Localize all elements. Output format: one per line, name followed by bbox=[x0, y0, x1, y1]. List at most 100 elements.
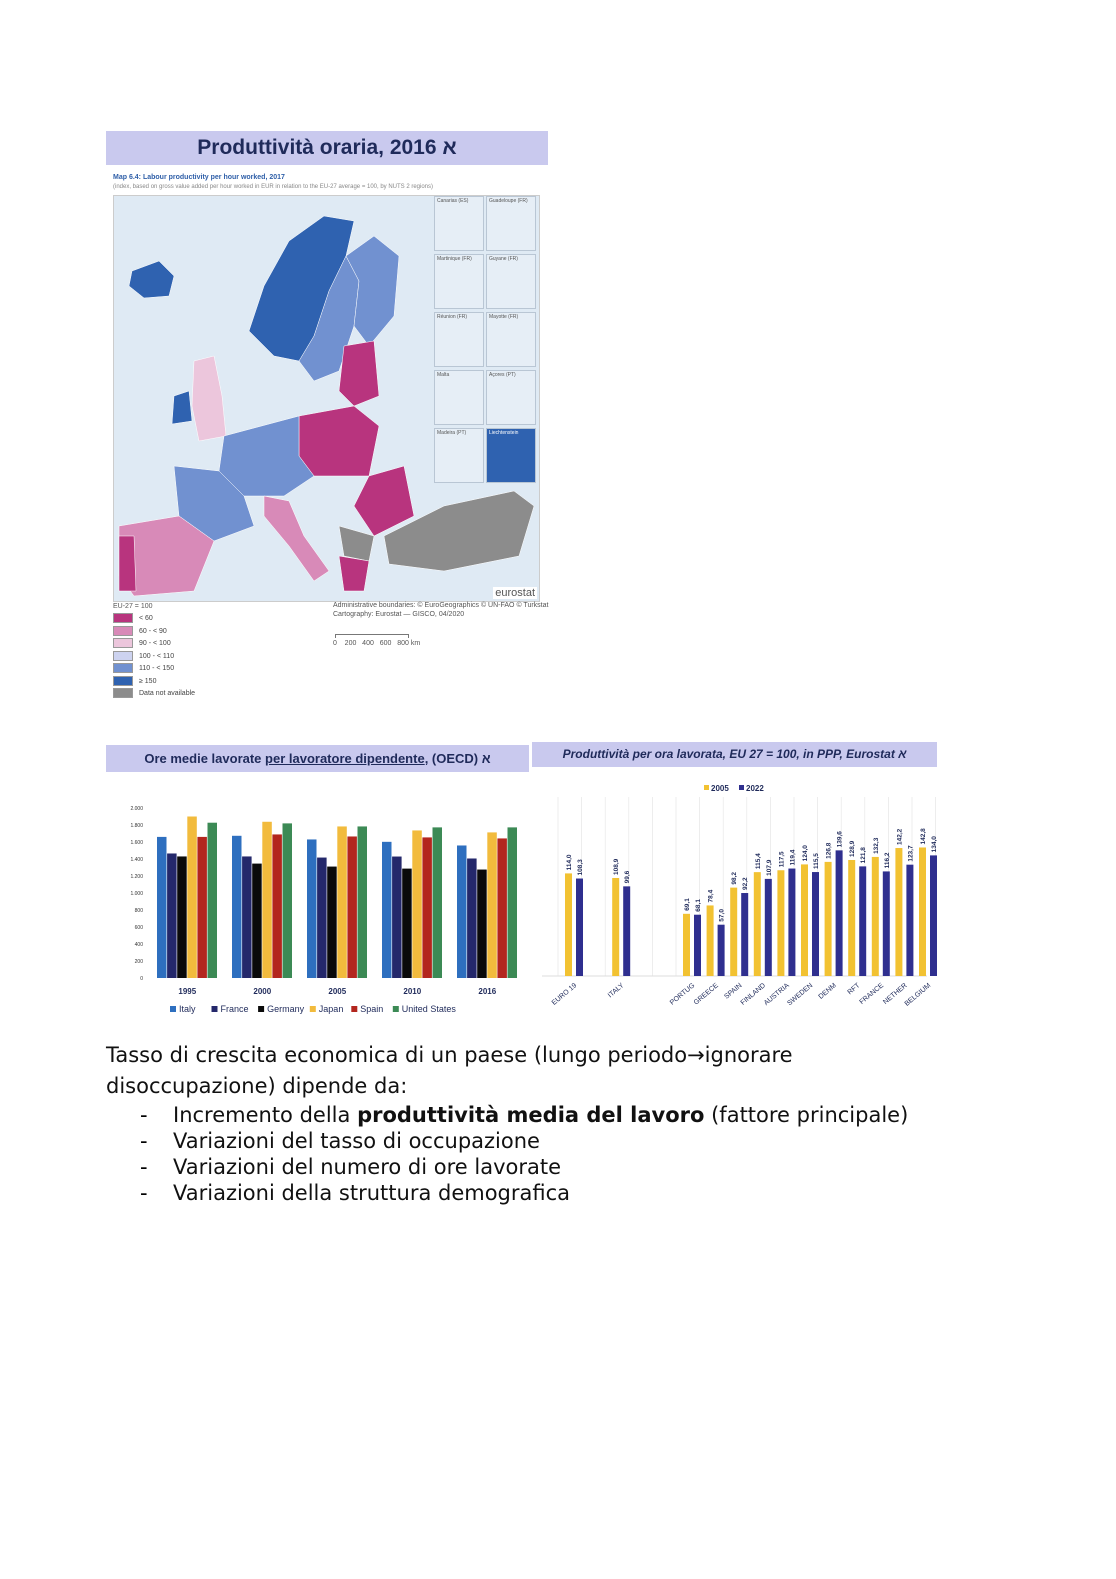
legend-swatch bbox=[351, 1006, 358, 1012]
bar-japan-2000 bbox=[262, 821, 272, 978]
bar-2005-greece bbox=[706, 905, 714, 976]
legend-label: 2005 bbox=[711, 784, 729, 793]
map-caption: Map 6.4: Labour productivity per hour wo… bbox=[113, 174, 285, 181]
legend-swatch bbox=[113, 688, 133, 698]
bullet-marker: - bbox=[140, 1103, 148, 1127]
legend-label: France bbox=[221, 1004, 249, 1014]
legend-label: 60 - < 90 bbox=[139, 627, 167, 635]
scale-bar bbox=[335, 634, 409, 638]
legend-label: United States bbox=[402, 1004, 457, 1014]
map-credits: Cartography: Eurostat — GISCO, 04/2020 bbox=[333, 611, 465, 618]
data-label: 142,8 bbox=[920, 828, 927, 845]
bullet-marker: - bbox=[140, 1129, 148, 1153]
chart2-title: Produttività per ora lavorata, EU 27 = 1… bbox=[532, 742, 937, 767]
data-label: 132,3 bbox=[873, 837, 880, 854]
inset-map: Guadeloupe (FR) bbox=[486, 196, 536, 251]
bar-germany-2016 bbox=[477, 869, 487, 978]
bar-2022-italy bbox=[623, 886, 631, 976]
inset-map: Guyane (FR) bbox=[486, 254, 536, 309]
data-label: 121,8 bbox=[860, 847, 867, 864]
x-tick-label: EURO 19 bbox=[551, 982, 579, 1007]
legend-item: 60 - < 90 bbox=[113, 625, 167, 636]
bar-france-2005 bbox=[317, 857, 327, 978]
bar-united-states-2016 bbox=[507, 827, 517, 978]
data-label: 119,4 bbox=[789, 849, 796, 865]
europe-map: Canarias (ES) Guadeloupe (FR) Martinique… bbox=[113, 195, 540, 602]
bar-2005-euro-19 bbox=[565, 873, 572, 976]
x-tick-label: 1995 bbox=[178, 987, 196, 996]
data-label: 116,2 bbox=[884, 852, 891, 868]
inset-map: Liechtenstein bbox=[486, 428, 536, 483]
bar-2022-spain bbox=[741, 893, 749, 976]
legend-swatch bbox=[113, 613, 133, 623]
bullet-item: Incremento della produttività media del … bbox=[173, 1103, 908, 1127]
bullet-item: Variazioni della struttura demografica bbox=[173, 1181, 570, 1205]
x-tick-label: PORTUG bbox=[669, 982, 696, 1007]
legend-swatch bbox=[704, 785, 709, 790]
legend-swatch bbox=[113, 650, 133, 661]
bar-2022-rft bbox=[859, 866, 867, 976]
inset-map: Mayotte (FR) bbox=[486, 312, 536, 367]
bar-2005-france bbox=[871, 856, 879, 976]
paragraph: Tasso di crescita economica di un paese … bbox=[106, 1043, 793, 1098]
bar-germany-2005 bbox=[327, 866, 337, 978]
chart1-title: Ore medie lavorate per lavoratore dipend… bbox=[106, 745, 529, 772]
data-label: 117,5 bbox=[778, 851, 785, 867]
data-label: 139,6 bbox=[837, 831, 844, 848]
data-label: 107,9 bbox=[766, 859, 773, 876]
bar-germany-2010 bbox=[402, 868, 412, 978]
legend-swatch bbox=[392, 1006, 399, 1012]
inset-map: Malta bbox=[434, 370, 484, 425]
bar-italy-2010 bbox=[382, 841, 392, 978]
x-tick-label: DENM bbox=[818, 982, 838, 1001]
bar-2022-austria bbox=[788, 868, 796, 976]
bullet-text: produttività media del lavoro bbox=[357, 1103, 705, 1127]
legend-item: 90 - < 100 bbox=[113, 638, 171, 648]
data-label: 57,0 bbox=[719, 909, 726, 922]
x-tick-label: SPAIN bbox=[723, 982, 743, 1001]
legend-label: < 60 bbox=[139, 614, 153, 622]
legend-swatch bbox=[113, 675, 133, 686]
data-label: 92,2 bbox=[742, 877, 749, 890]
bar-spain-2016 bbox=[497, 838, 507, 978]
legend-swatch bbox=[113, 638, 133, 648]
europe-map-drawing bbox=[118, 215, 535, 597]
bar-2022-belgium bbox=[930, 855, 937, 976]
x-tick-label: 2010 bbox=[403, 987, 421, 996]
x-tick-label: ITALY bbox=[607, 982, 626, 999]
bar-germany-1995 bbox=[177, 856, 187, 978]
data-label: 128,9 bbox=[849, 840, 856, 857]
eurostat-logo: eurostat bbox=[493, 587, 537, 599]
bar-japan-2016 bbox=[487, 832, 497, 978]
x-tick-label: SWEDEN bbox=[786, 982, 814, 1007]
data-label: 69,1 bbox=[684, 898, 691, 911]
bar-united-states-2010 bbox=[432, 827, 442, 978]
bar-2005-rft bbox=[848, 859, 856, 976]
data-label: 108,9 bbox=[613, 858, 620, 875]
x-tick-label: 2000 bbox=[253, 987, 271, 996]
bullet-text: Variazioni del numero di ore lavorate bbox=[173, 1155, 562, 1179]
legend-label: ≥ 150 bbox=[139, 677, 157, 685]
data-label: 115,5 bbox=[813, 853, 820, 869]
data-label: 115,4 bbox=[755, 853, 762, 869]
data-label: 142,2 bbox=[896, 828, 903, 845]
data-label: 134,0 bbox=[931, 836, 937, 853]
bar-2022-greece bbox=[717, 924, 725, 976]
data-label: 124,0 bbox=[802, 845, 809, 862]
data-label: 114,0 bbox=[566, 854, 573, 870]
y-tick-label: 600 bbox=[135, 925, 144, 931]
inset-map: Canarias (ES) bbox=[434, 196, 484, 251]
y-tick-label: 1.200 bbox=[130, 874, 143, 880]
bar-2005-belgium bbox=[919, 847, 926, 976]
legend-item: ≥ 150 bbox=[113, 675, 157, 686]
bar-united-states-1995 bbox=[207, 822, 217, 978]
bar-2022-denm bbox=[835, 850, 843, 976]
legend-item: < 60 bbox=[113, 613, 153, 623]
bar-spain-2000 bbox=[272, 834, 282, 978]
y-tick-label: 1.800 bbox=[130, 823, 143, 829]
bar-spain-1995 bbox=[197, 836, 207, 978]
legend-label: 110 - < 150 bbox=[139, 664, 175, 672]
legend-swatch bbox=[739, 785, 744, 790]
bar-france-2016 bbox=[467, 858, 477, 978]
bar-2005-nether bbox=[895, 848, 903, 976]
